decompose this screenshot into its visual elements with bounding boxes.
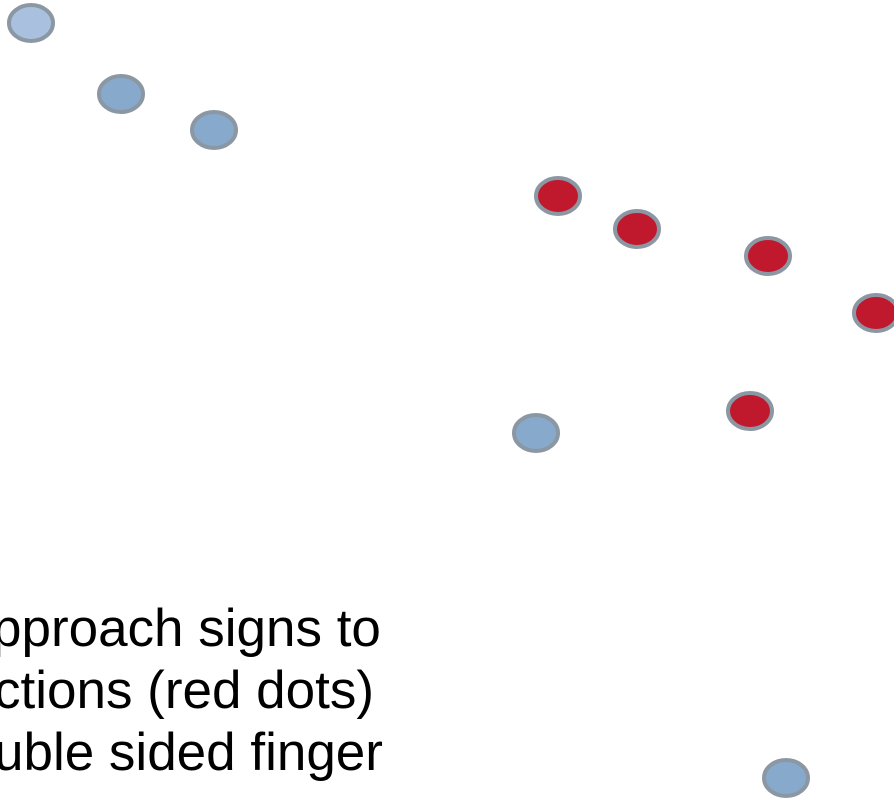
caption-line-3: uble sided finger	[0, 723, 383, 782]
blue-dot	[190, 110, 238, 150]
red-dot	[534, 176, 582, 216]
caption-text: pproach signs to ctions (red dots) uble …	[0, 598, 894, 799]
blue-dot	[97, 74, 145, 114]
blue-dot	[762, 758, 810, 798]
red-dot	[852, 293, 894, 333]
blue-dot	[7, 3, 55, 43]
caption-line-1: pproach signs to	[0, 599, 381, 658]
caption-line-2: ctions (red dots)	[0, 661, 374, 720]
blue-dot	[512, 413, 560, 453]
red-dot	[744, 236, 792, 276]
red-dot	[613, 209, 661, 249]
red-dot	[726, 391, 774, 431]
